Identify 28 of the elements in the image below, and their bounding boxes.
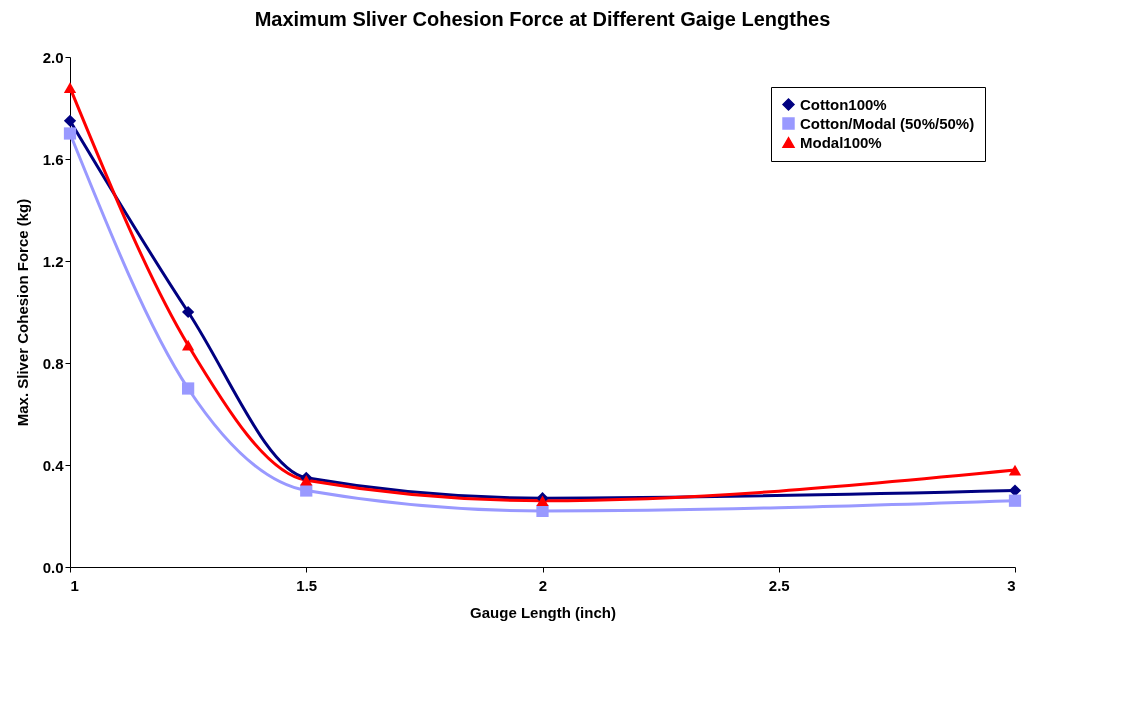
y-tick-label: 1.2 [42, 252, 64, 270]
point [182, 305, 195, 319]
point [1008, 484, 1022, 497]
point [182, 382, 195, 395]
y-tick-label: 0.8 [42, 354, 64, 372]
point [63, 127, 77, 140]
point [63, 114, 77, 127]
point [300, 475, 313, 486]
point [1008, 494, 1022, 507]
x-tick-label: 3 [1007, 576, 1016, 594]
point [536, 504, 549, 518]
legend-label: Cotton/Modal (50%/50%) [800, 114, 975, 132]
y-tick-label: 2.0 [42, 48, 64, 66]
x-tick-label: 1 [70, 576, 79, 594]
y-tick-label: 0.0 [42, 558, 64, 576]
point [1008, 464, 1022, 476]
x-tick-label: 2.5 [768, 576, 790, 594]
x-axis-title: Gauge Length (inch) [470, 603, 616, 621]
chart-title: Maximum Sliver Cohesion Force at Different Gaige Lengthes [254, 8, 831, 30]
point [63, 82, 77, 93]
y-axis-title: Max. Sliver Cohesion Force (kg) [13, 198, 31, 427]
y-tick-label: 1.6 [42, 150, 64, 168]
point [182, 339, 195, 351]
x-tick-label: 2 [538, 576, 548, 594]
legend-label: Cotton100% [800, 95, 887, 113]
legend-label: Modal100% [800, 133, 882, 151]
y-tick-label: 0.4 [42, 456, 65, 474]
x-tick-label: 1.5 [296, 576, 318, 594]
